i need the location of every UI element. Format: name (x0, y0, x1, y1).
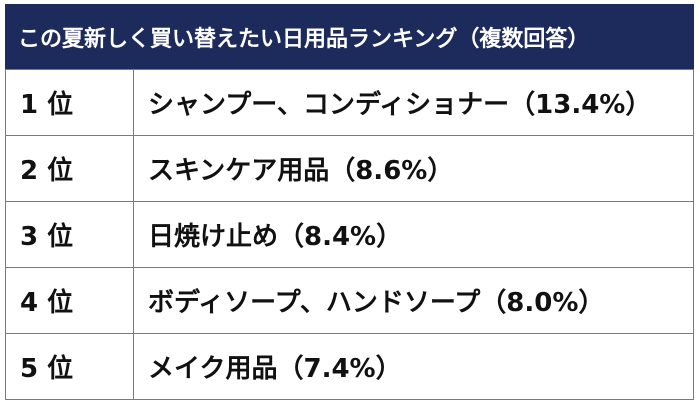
rank-cell: 4 位 (5, 267, 134, 334)
header-title: この夏新しく買い替えたい日用品ランキング（複数回答） (5, 4, 694, 69)
item-cell: シャンプー、コンディショナー（13.4%） (133, 69, 694, 136)
ranking-table: 1 位シャンプー、コンディショナー（13.4%） 2 位スキンケア用品（8.6%）… (5, 69, 694, 400)
rank-cell: 3 位 (5, 201, 134, 268)
item-cell: 日焼け止め（8.4%） (133, 201, 694, 268)
item-cell: スキンケア用品（8.6%） (133, 135, 694, 202)
rank-cell: 2 位 (5, 135, 134, 202)
table-row: 3 位日焼け止め（8.4%） (5, 201, 694, 268)
table-row: 1 位シャンプー、コンディショナー（13.4%） (5, 69, 694, 136)
table-body: 1 位シャンプー、コンディショナー（13.4%） 2 位スキンケア用品（8.6%）… (5, 69, 694, 400)
item-cell: ボディソープ、ハンドソープ（8.0%） (133, 267, 694, 334)
table-row: 5 位メイク用品（7.4%） (5, 333, 694, 400)
table-row: 4 位ボディソープ、ハンドソープ（8.0%） (5, 267, 694, 334)
table-row: 2 位スキンケア用品（8.6%） (5, 135, 694, 202)
item-cell: メイク用品（7.4%） (133, 333, 694, 400)
ranking-panel: この夏新しく買い替えたい日用品ランキング（複数回答） 1 位シャンプー、コンディ… (5, 4, 694, 400)
rank-cell: 1 位 (5, 69, 134, 136)
rank-cell: 5 位 (5, 333, 134, 400)
